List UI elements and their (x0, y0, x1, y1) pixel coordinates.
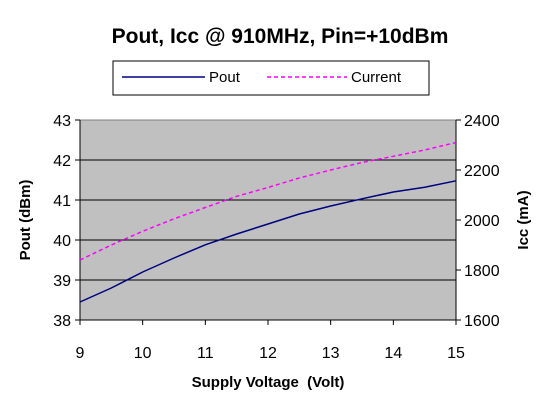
x-tick-label: 9 (76, 345, 85, 362)
legend-box (112, 60, 430, 96)
x-tick-label: 11 (197, 345, 214, 362)
y-tick-label: 40 (53, 233, 71, 250)
y-tick-label: 39 (53, 273, 71, 290)
y-tick-label: 43 (53, 113, 71, 130)
series-layer (79, 141, 457, 303)
series-line-pout (79, 180, 457, 303)
y-tick-label: 41 (53, 193, 71, 210)
y-tick-label: 38 (53, 313, 71, 330)
y2-tick-labels: 1600 1800 2000 2200 2400 (464, 113, 500, 330)
y-axis-title: Pout (dBm) (17, 180, 34, 261)
legend: Pout Current (112, 60, 430, 96)
plot-area (79, 119, 457, 321)
x-tick-label: 12 (259, 345, 277, 362)
legend-label-pout: Pout (209, 69, 241, 86)
x-tick-labels: 9 10 11 12 13 14 15 (76, 345, 465, 362)
x-tick-label: 13 (322, 345, 340, 362)
series-line-current (79, 141, 457, 261)
axes (75, 119, 461, 325)
y2-tick-label: 2000 (464, 213, 500, 230)
y2-tick-label: 1600 (464, 313, 500, 330)
y2-tick-label: 1800 (464, 263, 500, 280)
x-tick-label: 15 (447, 345, 465, 362)
y-tick-label: 42 (53, 153, 71, 170)
y2-axis-title: Icc (mA) (515, 190, 532, 249)
x-tick-label: 10 (134, 345, 152, 362)
legend-label-current: Current (351, 69, 402, 86)
y-tick-labels: 38 39 40 41 42 43 (53, 113, 71, 330)
x-tick-label: 14 (384, 345, 402, 362)
y2-tick-label: 2400 (464, 113, 500, 130)
x-axis-title: Supply Voltage (Volt) (192, 374, 345, 391)
chart-title: Pout, Icc @ 910MHz, Pin=+10dBm (112, 25, 449, 48)
y2-tick-label: 2200 (464, 163, 500, 180)
gridlines (80, 159, 456, 281)
